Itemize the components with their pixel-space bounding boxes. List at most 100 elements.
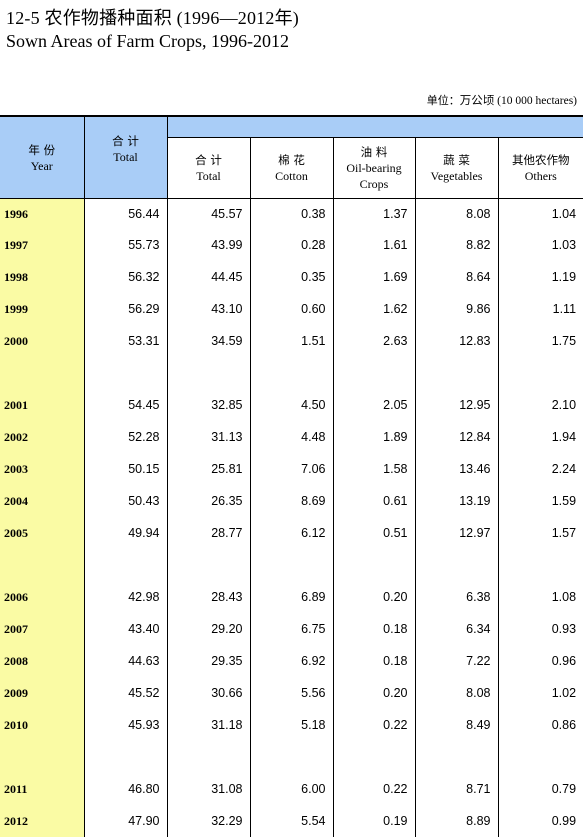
cotton-cell: 6.12 xyxy=(250,517,334,549)
header-year: 年 份 Year xyxy=(0,116,85,199)
vegetables-cell xyxy=(415,741,499,773)
vegetables-cell: 8.64 xyxy=(415,261,499,293)
header-total: 合 计 Total xyxy=(84,116,168,199)
oil-cell: 1.89 xyxy=(333,421,416,453)
total-cell xyxy=(84,549,168,581)
header-vegetables: 蔬 菜 Vegetables xyxy=(414,137,498,199)
cotton-cell: 0.38 xyxy=(250,198,334,229)
table-row: 2004 50.43 26.35 8.69 0.61 13.19 1.59 xyxy=(0,485,583,517)
subtotal-cell: 43.99 xyxy=(167,229,251,261)
vegetables-cell: 12.84 xyxy=(415,421,499,453)
total-cell: 56.44 xyxy=(84,198,168,229)
header-oil-bearing: 油 料 Oil-bearing Crops xyxy=(332,137,415,199)
cotton-cell: 6.75 xyxy=(250,613,334,645)
total-cell: 45.52 xyxy=(84,677,168,709)
header-sub-total: 合 计 Total xyxy=(166,137,250,199)
others-cell: 1.04 xyxy=(551,207,577,221)
oil-cell: 0.18 xyxy=(333,613,416,645)
subtotal-cell: 31.08 xyxy=(167,773,251,805)
others-cell: 1.75 xyxy=(551,334,577,348)
year-cell xyxy=(0,741,85,773)
vegetables-cell xyxy=(415,549,499,581)
cotton-cell: 5.18 xyxy=(250,709,334,741)
cotton-cell: 7.06 xyxy=(250,453,334,485)
sown-area-table: 年 份 Year 合 计 Total 合 计 Total 棉 花 Cotton … xyxy=(0,115,583,837)
spacer-row xyxy=(0,357,583,389)
year-cell: 1996 xyxy=(0,198,85,229)
total-cell: 52.28 xyxy=(84,421,168,453)
cotton-cell: 4.48 xyxy=(250,421,334,453)
others-cell: 1.19 xyxy=(551,270,577,284)
subtotal-cell: 30.66 xyxy=(167,677,251,709)
header-group-blank xyxy=(167,116,583,138)
subtotal-cell: 28.77 xyxy=(167,517,251,549)
subtotal-cell: 25.81 xyxy=(167,453,251,485)
year-cell: 2002 xyxy=(0,421,85,453)
others-cell: 0.93 xyxy=(551,622,577,636)
others-cell: 1.02 xyxy=(551,686,577,700)
year-cell: 2007 xyxy=(0,613,85,645)
others-cell: 0.96 xyxy=(551,654,577,668)
cotton-cell: 6.92 xyxy=(250,645,334,677)
subtotal-cell xyxy=(167,549,251,581)
cotton-cell: 6.89 xyxy=(250,581,334,613)
year-cell: 2005 xyxy=(0,517,85,549)
total-cell: 54.45 xyxy=(84,389,168,421)
unit-value: 万公顷 (10 000 hectares) xyxy=(459,95,577,107)
subtotal-cell: 28.43 xyxy=(167,581,251,613)
year-cell: 2011 xyxy=(0,773,85,805)
others-cell: 1.57 xyxy=(551,526,577,540)
total-cell: 42.98 xyxy=(84,581,168,613)
cotton-cell: 0.60 xyxy=(250,293,334,325)
oil-cell xyxy=(333,357,416,389)
oil-cell: 1.69 xyxy=(333,261,416,293)
total-cell: 46.80 xyxy=(84,773,168,805)
page-title-en: Sown Areas of Farm Crops, 1996-2012 xyxy=(6,31,289,51)
vegetables-cell: 12.95 xyxy=(415,389,499,421)
unit-note: 单位：万公顷 (10 000 hectares) xyxy=(427,92,577,108)
others-cell: 1.11 xyxy=(552,302,577,316)
oil-cell: 0.51 xyxy=(333,517,416,549)
cotton-cell xyxy=(250,741,334,773)
vegetables-cell: 8.49 xyxy=(415,709,499,741)
cotton-cell: 5.56 xyxy=(250,677,334,709)
total-cell: 56.32 xyxy=(84,261,168,293)
vegetables-cell: 8.08 xyxy=(415,198,499,229)
vegetables-cell: 9.86 xyxy=(415,293,499,325)
year-cell: 2006 xyxy=(0,581,85,613)
table-body: 1996 56.44 45.57 0.38 1.37 8.08 1.04 1997 55.73 4… xyxy=(0,198,583,837)
oil-cell: 2.63 xyxy=(333,325,416,357)
subtotal-cell: 29.35 xyxy=(167,645,251,677)
cotton-cell xyxy=(250,549,334,581)
oil-cell: 1.61 xyxy=(333,229,416,261)
vegetables-cell: 12.97 xyxy=(415,517,499,549)
header-others: 其他农作物 Others xyxy=(497,137,583,199)
others-cell: 1.08 xyxy=(551,590,577,604)
subtotal-cell: 32.85 xyxy=(167,389,251,421)
year-cell xyxy=(0,357,85,389)
table-row: 2008 44.63 29.35 6.92 0.18 7.22 0.96 xyxy=(0,645,583,677)
table-row: 2011 46.80 31.08 6.00 0.22 8.71 0.79 xyxy=(0,773,583,805)
subtotal-cell: 29.20 xyxy=(167,613,251,645)
total-cell: 50.15 xyxy=(84,453,168,485)
vegetables-cell: 8.89 xyxy=(415,805,499,837)
table-row: 2001 54.45 32.85 4.50 2.05 12.95 2.10 xyxy=(0,389,583,421)
vegetables-cell: 6.34 xyxy=(415,613,499,645)
others-cell: 0.79 xyxy=(551,782,577,796)
table-row: 2012 47.90 32.29 5.54 0.19 8.89 0.99 xyxy=(0,805,583,837)
vegetables-cell: 8.82 xyxy=(415,229,499,261)
cotton-cell: 8.69 xyxy=(250,485,334,517)
oil-cell: 0.19 xyxy=(333,805,416,837)
subtotal-cell: 34.59 xyxy=(167,325,251,357)
unit-label: 单位： xyxy=(426,94,460,107)
year-cell: 2000 xyxy=(0,325,85,357)
table-row: 2002 52.28 31.13 4.48 1.89 12.84 1.94 xyxy=(0,421,583,453)
cotton-cell: 0.35 xyxy=(250,261,334,293)
subtotal-cell xyxy=(167,357,251,389)
year-cell xyxy=(0,549,85,581)
oil-cell: 2.05 xyxy=(333,389,416,421)
table-row: 1997 55.73 43.99 0.28 1.61 8.82 1.03 xyxy=(0,229,583,261)
total-cell: 55.73 xyxy=(84,229,168,261)
oil-cell xyxy=(333,741,416,773)
year-cell: 1999 xyxy=(0,293,85,325)
